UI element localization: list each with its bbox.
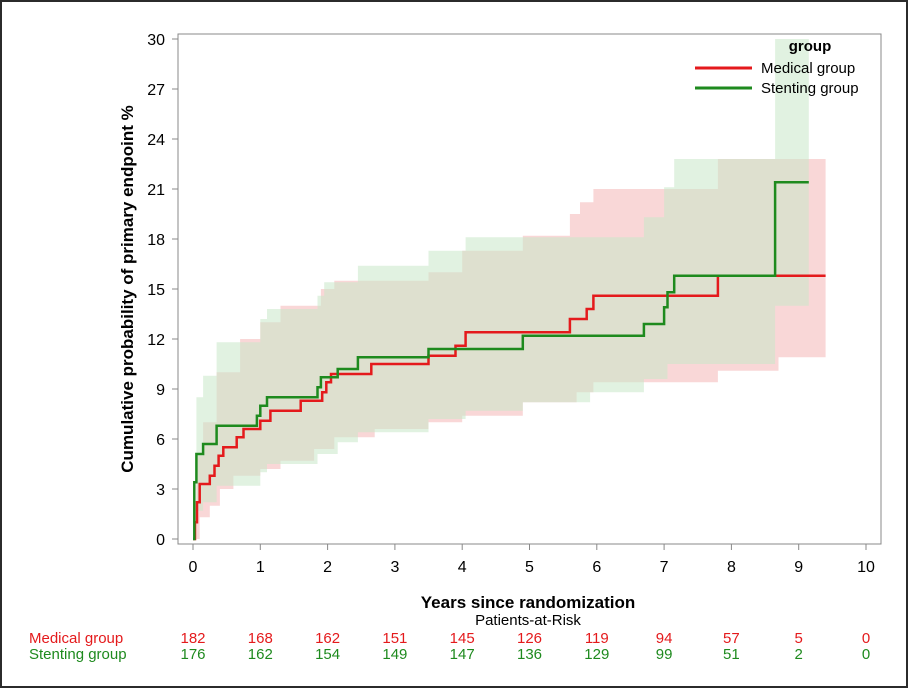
risk-value: 99 <box>656 646 673 663</box>
y-axis-title: Cumulative probability of primary endpoi… <box>118 105 137 472</box>
risk-value: 136 <box>517 646 542 663</box>
risk-value: 162 <box>315 630 340 647</box>
x-tick-label: 3 <box>390 559 399 576</box>
y-tick-label: 0 <box>156 532 165 549</box>
risk-row-label-stenting: Stenting group <box>29 646 127 663</box>
risk-value: 129 <box>584 646 609 663</box>
x-tick-label: 9 <box>794 559 803 576</box>
x-tick-label: 6 <box>592 559 601 576</box>
x-axis: 0 1 2 3 4 5 6 7 8 9 10 <box>189 544 875 576</box>
risk-value: 51 <box>723 646 740 663</box>
risk-value: 162 <box>248 646 273 663</box>
legend-title: group <box>789 38 832 55</box>
ci-band-stenting <box>193 39 809 539</box>
risk-table: Patients-at-Risk Medical group Stenting … <box>29 612 870 663</box>
y-tick-label: 6 <box>156 432 165 449</box>
legend-label-medical: Medical group <box>761 60 855 77</box>
x-tick-label: 7 <box>660 559 669 576</box>
y-tick-label: 18 <box>147 232 165 249</box>
risk-value: 94 <box>656 630 673 647</box>
x-tick-label: 8 <box>727 559 736 576</box>
risk-value: 0 <box>862 646 870 663</box>
x-tick-label: 0 <box>189 559 198 576</box>
risk-value: 176 <box>180 646 205 663</box>
risk-value: 126 <box>517 630 542 647</box>
risk-value: 147 <box>450 646 475 663</box>
risk-value: 154 <box>315 646 340 663</box>
x-tick-label: 10 <box>857 559 875 576</box>
risk-value: 0 <box>862 630 870 647</box>
x-tick-label: 5 <box>525 559 534 576</box>
x-axis-title: Years since randomization <box>421 593 635 612</box>
y-tick-label: 24 <box>147 132 165 149</box>
legend: group Medical group Stenting group <box>695 38 859 97</box>
risk-value: 57 <box>723 630 740 647</box>
risk-value: 5 <box>795 630 803 647</box>
risk-value: 149 <box>382 646 407 663</box>
curve-stenting <box>193 181 809 541</box>
survival-curves <box>193 181 826 541</box>
y-axis: 0 3 6 9 12 15 18 21 24 27 30 <box>147 32 179 549</box>
legend-label-stenting: Stenting group <box>761 80 859 97</box>
risk-value: 119 <box>585 630 609 647</box>
risk-value: 182 <box>180 630 205 647</box>
x-tick-label: 1 <box>256 559 265 576</box>
y-tick-label: 3 <box>156 482 165 499</box>
x-tick-label: 4 <box>458 559 467 576</box>
y-tick-label: 15 <box>147 282 165 299</box>
risk-value: 2 <box>795 646 803 663</box>
risk-table-title: Patients-at-Risk <box>475 612 581 629</box>
y-tick-label: 27 <box>147 82 165 99</box>
y-tick-label: 30 <box>147 32 165 49</box>
y-tick-label: 9 <box>156 382 165 399</box>
x-tick-label: 2 <box>323 559 332 576</box>
confidence-bands <box>193 39 826 539</box>
risk-value: 145 <box>450 630 475 647</box>
risk-value: 151 <box>382 630 407 647</box>
y-tick-label: 12 <box>147 332 165 349</box>
y-tick-label: 21 <box>147 182 165 199</box>
curve-medical <box>193 274 826 541</box>
risk-value: 168 <box>248 630 273 647</box>
risk-row-label-medical: Medical group <box>29 630 123 647</box>
